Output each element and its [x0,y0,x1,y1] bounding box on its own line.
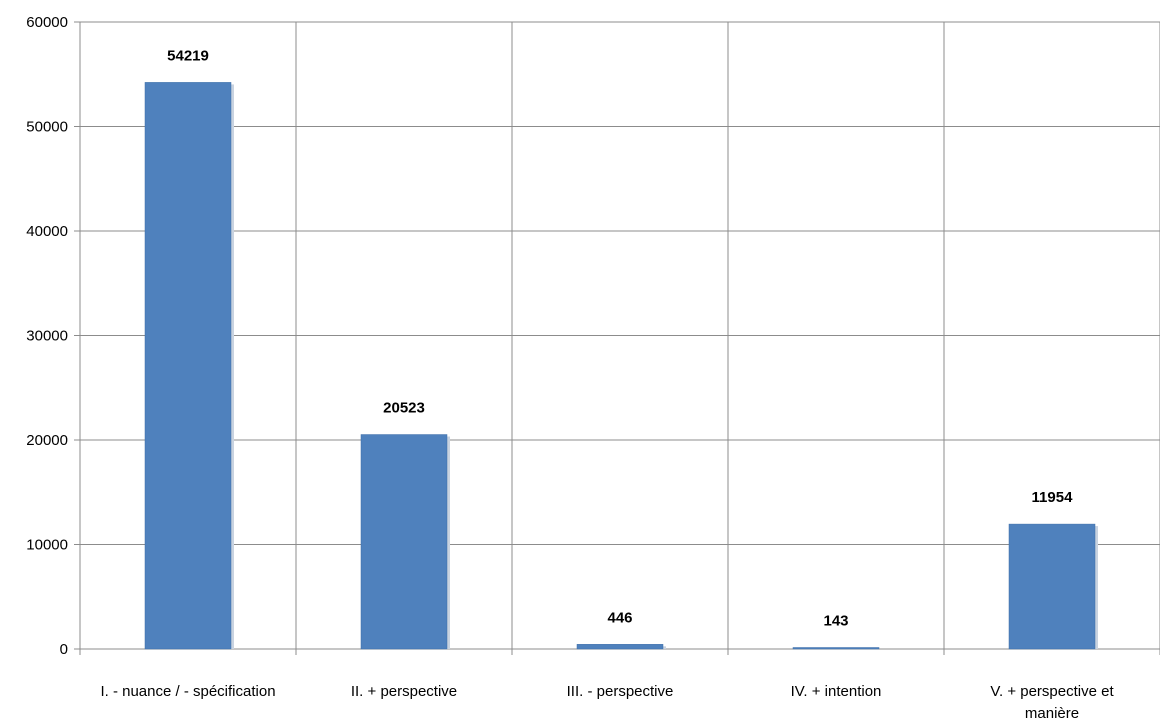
y-tick-label: 60000 [26,14,68,31]
x-category-label-line: I. - nuance / - spécification [100,683,275,700]
y-tick-label: 0 [60,641,68,658]
bars [144,82,1098,650]
x-category-label: IV. + intention [791,683,882,700]
data-label: 446 [607,609,632,626]
data-label: 54219 [167,47,209,64]
x-category-label-line: manière [1025,705,1079,722]
data-label: 143 [823,613,848,630]
x-category-label: III. - perspective [567,683,674,700]
data-labels: 54219 20523 446 143 11954 [167,47,1073,629]
category-labels: I. - nuance / - spécification II. + persp… [100,683,1114,722]
y-tick-labels: 0 10000 20000 30000 40000 50000 60000 [26,14,68,658]
bar [360,434,448,650]
grid-lines [74,21,1160,655]
y-tick-label: 50000 [26,119,68,136]
y-tick-label: 20000 [26,432,68,449]
x-category-label: V. + perspective et manière [990,683,1114,722]
data-label: 20523 [383,400,425,417]
x-category-label: II. + perspective [351,683,457,700]
x-category-label: I. - nuance / - spécification [100,683,275,700]
bar [144,82,232,650]
x-category-label-line: V. + perspective et [990,683,1114,700]
x-category-label-line: III. - perspective [567,683,674,700]
y-tick-label: 40000 [26,223,68,240]
bar [792,647,880,650]
y-tick-label: 10000 [26,537,68,554]
bar [1008,523,1096,650]
data-label: 11954 [1032,489,1074,506]
x-category-label-line: II. + perspective [351,683,457,700]
y-tick-label: 30000 [26,328,68,345]
bar [576,644,664,650]
x-category-label-line: IV. + intention [791,683,882,700]
